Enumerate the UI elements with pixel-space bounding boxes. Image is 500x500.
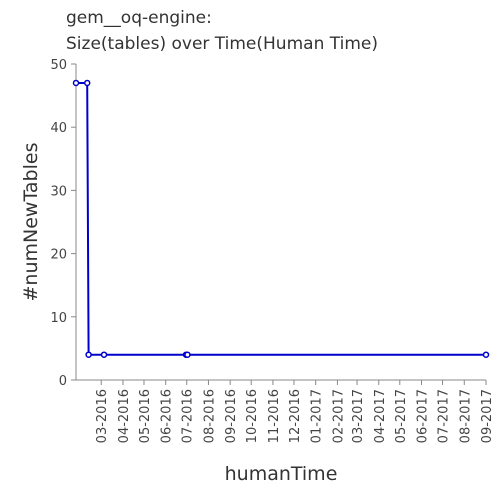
x-tick-label: 08-2017 (458, 389, 473, 443)
x-tick-label: 07-2016 (181, 389, 196, 443)
y-tick-label: 0 (59, 374, 67, 389)
data-point (85, 351, 92, 358)
y-tick-label: 20 (50, 248, 67, 263)
x-tick-label: 05-2017 (394, 389, 409, 443)
data-point (83, 79, 91, 87)
x-tick-label: 09-2017 (480, 389, 495, 443)
x-tick-label: 03-2017 (351, 389, 366, 443)
x-tick-label: 04-2017 (373, 389, 388, 443)
x-tick-label: 07-2017 (437, 389, 452, 443)
data-point (482, 351, 490, 358)
x-tick-label: 05-2016 (138, 389, 153, 443)
x-tick-label: 06-2016 (160, 389, 175, 443)
y-tick-label: 10 (50, 311, 67, 326)
x-tick-label: 12-2016 (288, 389, 303, 443)
y-tick-label: 50 (50, 58, 67, 73)
series-line (76, 82, 486, 356)
x-tick-label: 03-2016 (95, 389, 110, 443)
chart-title-line-2: Size(tables) over Time(Human Time) (66, 34, 378, 54)
x-tick-label: 01-2017 (310, 389, 325, 443)
x-tick-label: 02-2017 (331, 389, 346, 443)
x-tick-label: 04-2016 (117, 389, 132, 443)
data-point (184, 351, 191, 358)
chart-series (72, 79, 490, 358)
x-tick-label: 06-2017 (416, 389, 431, 443)
chart-title-line-1: gem__oq-engine: (66, 8, 212, 28)
data-point (72, 79, 80, 87)
x-tick-label: 11-2016 (267, 389, 282, 443)
chart-axes (75, 64, 486, 381)
x-axis-ticks: 03-2016 04-2016 05-2016 06-2016 07-2016 08-20… (95, 380, 495, 443)
x-axis-title: humanTime (225, 463, 338, 485)
y-tick-label: 30 (50, 184, 67, 199)
x-tick-label: 10-2016 (245, 389, 260, 443)
y-axis-ticks: 0 10 20 30 40 50 (50, 58, 76, 389)
x-tick-label: 08-2016 (202, 389, 217, 443)
data-point (100, 351, 108, 358)
y-axis-title: #numNewTables (20, 143, 42, 302)
y-tick-label: 40 (50, 121, 67, 136)
x-tick-label: 09-2016 (224, 389, 239, 443)
